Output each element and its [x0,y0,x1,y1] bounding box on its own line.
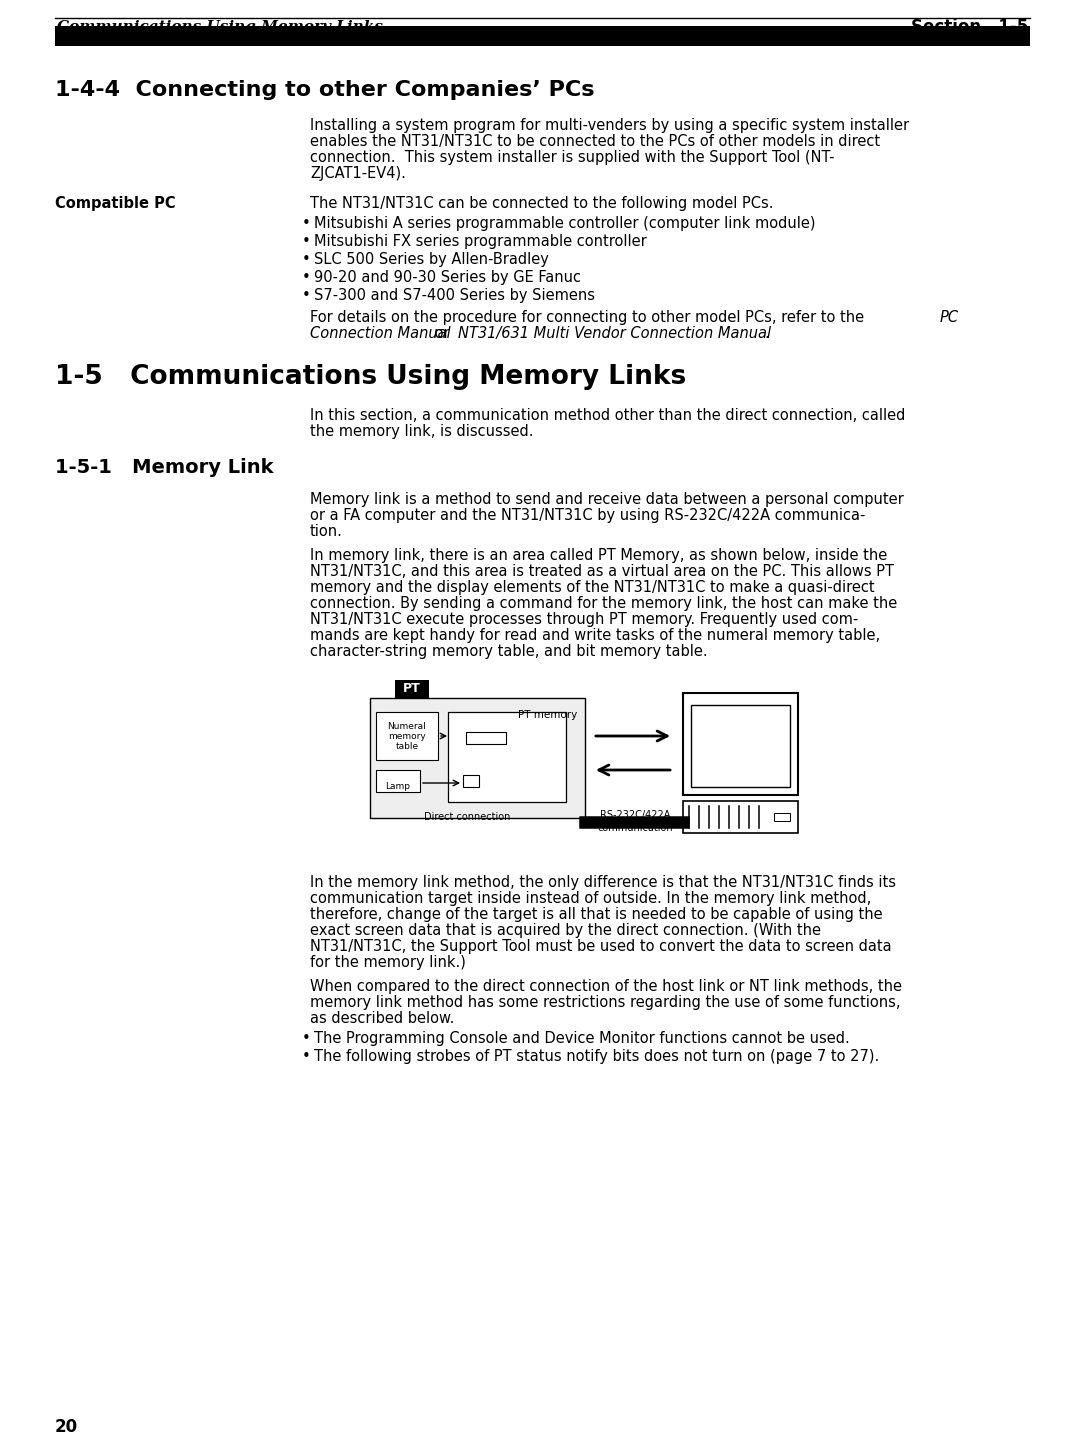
Text: RS-232C/422A: RS-232C/422A [599,809,671,819]
Text: •: • [302,217,311,231]
Text: In memory link, there is an area called PT Memory, as shown below, inside the: In memory link, there is an area called … [310,548,888,563]
Text: •: • [302,1049,311,1063]
Bar [691,705,789,786]
Text: ZJCAT1-EV4).: ZJCAT1-EV4). [310,166,406,181]
Text: Mitsubishi FX series programmable controller: Mitsubishi FX series programmable contro… [314,234,647,250]
Text: The NT31/NT31C can be connected to the following model PCs.: The NT31/NT31C can be connected to the f… [310,197,773,211]
Bar [683,801,798,832]
Bar [376,712,438,761]
Text: Installing a system program for multi-venders by using a specific system install: Installing a system program for multi-ve… [310,118,909,133]
Text: •: • [302,270,311,286]
Text: 20: 20 [55,1418,78,1435]
Bar [55,36,1030,46]
Text: When compared to the direct connection of the host link or NT link methods, the: When compared to the direct connection o… [310,979,902,994]
Text: NT31/NT31C, the Support Tool must be used to convert the data to screen data: NT31/NT31C, the Support Tool must be use… [310,938,892,954]
Text: 90-20 and 90-30 Series by GE Fanuc: 90-20 and 90-30 Series by GE Fanuc [314,270,581,286]
Text: the memory link, is discussed.: the memory link, is discussed. [310,423,534,439]
Text: for the memory link.): for the memory link.) [310,956,465,970]
Text: SLC 500 Series by Allen-Bradley: SLC 500 Series by Allen-Bradley [314,253,549,267]
Bar [683,693,798,795]
Text: The Programming Console and Device Monitor functions cannot be used.: The Programming Console and Device Monit… [314,1030,850,1046]
Text: .: . [764,326,769,342]
Text: NT31/NT31C execute processes through PT memory. Frequently used com-: NT31/NT31C execute processes through PT … [310,611,859,627]
Text: Compatible PC: Compatible PC [55,197,176,211]
Text: therefore, change of the target is all that is needed to be capable of using the: therefore, change of the target is all t… [310,907,882,923]
Text: tion.: tion. [310,524,342,540]
Bar [55,26,1030,36]
Text: NT31/631 Multi Vendor Connection Manual: NT31/631 Multi Vendor Connection Manual [458,326,771,342]
Text: The following strobes of PT status notify bits does not turn on (page 7 to 27).: The following strobes of PT status notif… [314,1049,879,1063]
Text: PC: PC [940,310,959,324]
Text: Direct connection: Direct connection [424,812,511,822]
Text: PT memory: PT memory [517,710,577,720]
Text: connection.  This system installer is supplied with the Support Tool (NT-: connection. This system installer is sup… [310,151,835,165]
Text: or: or [430,326,455,342]
Text: mands are kept handy for read and write tasks of the numeral memory table,: mands are kept handy for read and write … [310,629,880,643]
Bar [448,712,566,802]
Text: communication target inside instead of outside. In the memory link method,: communication target inside instead of o… [310,891,872,905]
Text: exact screen data that is acquired by the direct connection. (With the: exact screen data that is acquired by th… [310,923,821,938]
Bar [463,775,480,786]
Text: •: • [302,1030,311,1046]
Text: •: • [302,234,311,250]
Bar [395,680,429,697]
Text: Lamp: Lamp [386,782,410,791]
Text: Section   1-5: Section 1-5 [910,19,1028,36]
Text: as described below.: as described below. [310,1012,455,1026]
Text: For details on the procedure for connecting to other model PCs, refer to the: For details on the procedure for connect… [310,310,868,324]
Text: Memory link is a method to send and receive data between a personal computer: Memory link is a method to send and rece… [310,492,904,507]
Bar [465,732,507,743]
Text: communication: communication [597,824,673,832]
Text: table: table [395,742,419,751]
Text: memory: memory [388,732,426,740]
Text: 1-5-1   Memory Link: 1-5-1 Memory Link [55,458,273,476]
Text: •: • [302,288,311,303]
Bar [774,814,789,821]
Bar [376,771,420,792]
Text: Communications Using Memory Links: Communications Using Memory Links [57,20,383,34]
Text: or a FA computer and the NT31/NT31C by using RS-232C/422A communica-: or a FA computer and the NT31/NT31C by u… [310,508,865,522]
Text: 1-4-4  Connecting to other Companies’ PCs: 1-4-4 Connecting to other Companies’ PCs [55,80,594,100]
Text: Connection Manual: Connection Manual [310,326,450,342]
Text: connection. By sending a command for the memory link, the host can make the: connection. By sending a command for the… [310,596,897,611]
Text: character-string memory table, and bit memory table.: character-string memory table, and bit m… [310,644,707,659]
Text: Mitsubishi A series programmable controller (computer link module): Mitsubishi A series programmable control… [314,217,815,231]
Text: Numeral: Numeral [388,722,427,730]
Text: memory and the display elements of the NT31/NT31C to make a quasi-direct: memory and the display elements of the N… [310,580,875,596]
Text: In the memory link method, the only difference is that the NT31/NT31C finds its: In the memory link method, the only diff… [310,875,896,890]
Text: S7-300 and S7-400 Series by Siemens: S7-300 and S7-400 Series by Siemens [314,288,595,303]
Text: •: • [302,253,311,267]
Text: 1-5   Communications Using Memory Links: 1-5 Communications Using Memory Links [55,364,686,390]
Text: NT31/NT31C, and this area is treated as a virtual area on the PC. This allows PT: NT31/NT31C, and this area is treated as … [310,564,894,578]
Text: PT: PT [403,683,421,696]
Bar [370,697,585,818]
Text: In this section, a communication method other than the direct connection, called: In this section, a communication method … [310,408,905,423]
Text: memory link method has some restrictions regarding the use of some functions,: memory link method has some restrictions… [310,994,901,1010]
Text: enables the NT31/NT31C to be connected to the PCs of other models in direct: enables the NT31/NT31C to be connected t… [310,133,880,149]
